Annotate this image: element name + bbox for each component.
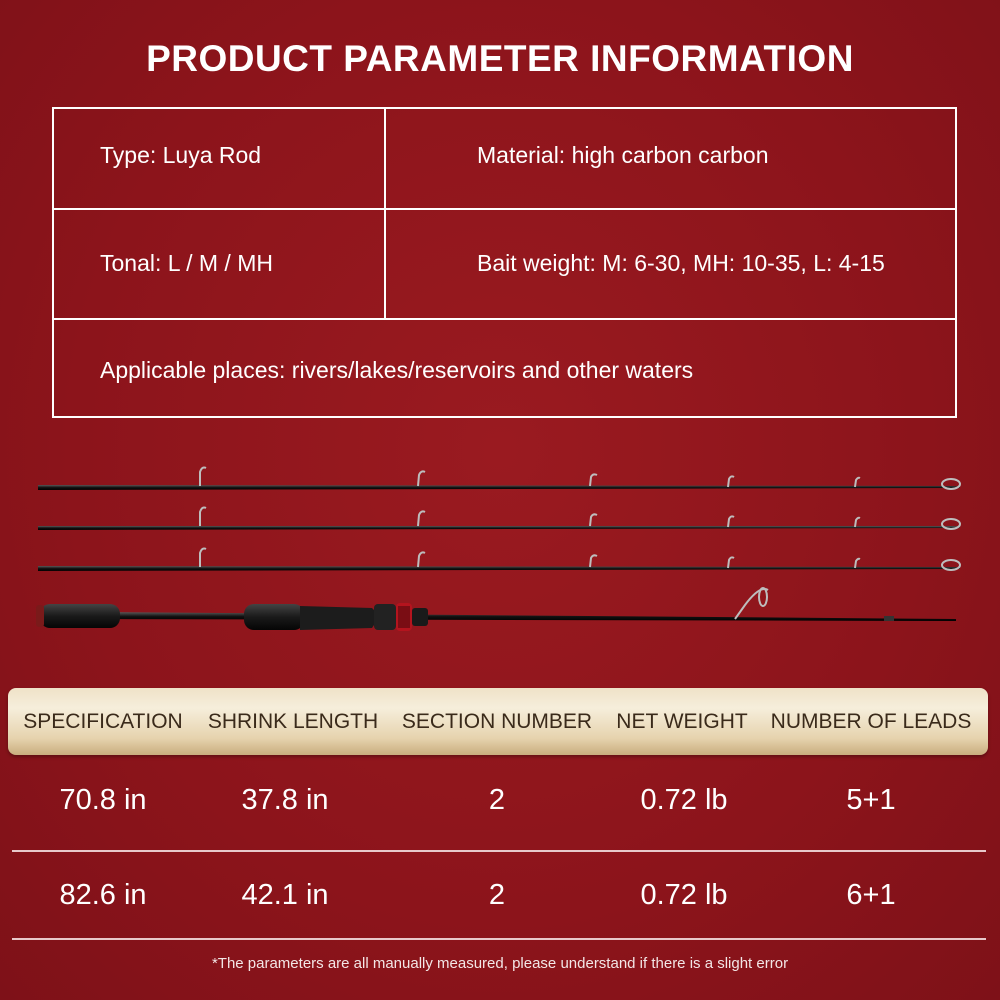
cell-shrink-length: 42.1 in (241, 879, 329, 911)
header-shrink-length: SHRINK LENGTH (207, 710, 379, 733)
rod-tip-section (38, 547, 961, 571)
table-divider-horizontal (54, 318, 955, 320)
cell-number-of-leads: 6+1 (846, 879, 896, 911)
spec-table-header: SPECIFICATION SHRINK LENGTH SECTION NUMB… (8, 688, 988, 755)
cell-section-number: 2 (488, 879, 506, 911)
param-tonal: Tonal: L / M / MH (100, 250, 273, 276)
cell-shrink-length: 37.8 in (241, 784, 329, 816)
cell-section-number: 2 (488, 784, 506, 816)
cell-specification: 82.6 in (59, 879, 147, 911)
row-divider (12, 850, 986, 852)
param-material: Material: high carbon carbon (477, 142, 769, 168)
table-divider-vertical (384, 109, 386, 320)
page-title: PRODUCT PARAMETER INFORMATION (146, 38, 854, 79)
header-net-weight: NET WEIGHT (616, 710, 748, 733)
rod-butt-section (36, 587, 956, 631)
header-section-number: SECTION NUMBER (401, 710, 593, 733)
rod-tip-section (38, 466, 961, 490)
header-number-of-leads: NUMBER OF LEADS (770, 710, 972, 733)
header-specification: SPECIFICATION (23, 710, 183, 733)
param-bait-weight: Bait weight: M: 6-30, MH: 10-35, L: 4-15 (477, 250, 885, 276)
parameter-table: Type: Luya Rod Material: high carbon car… (52, 107, 957, 418)
cell-specification: 70.8 in (59, 784, 147, 816)
cell-net-weight: 0.72 lb (640, 784, 728, 816)
fishing-rod-image (36, 466, 961, 631)
cell-number-of-leads: 5+1 (846, 784, 896, 816)
cell-net-weight: 0.72 lb (640, 879, 728, 911)
param-applicable-places: Applicable places: rivers/lakes/reservoi… (100, 357, 694, 383)
footnote: *The parameters are all manually measure… (211, 955, 789, 972)
param-type: Type: Luya Rod (100, 142, 262, 168)
table-divider-horizontal (54, 208, 955, 210)
row-divider (12, 938, 986, 940)
rod-tip-section (38, 506, 961, 530)
